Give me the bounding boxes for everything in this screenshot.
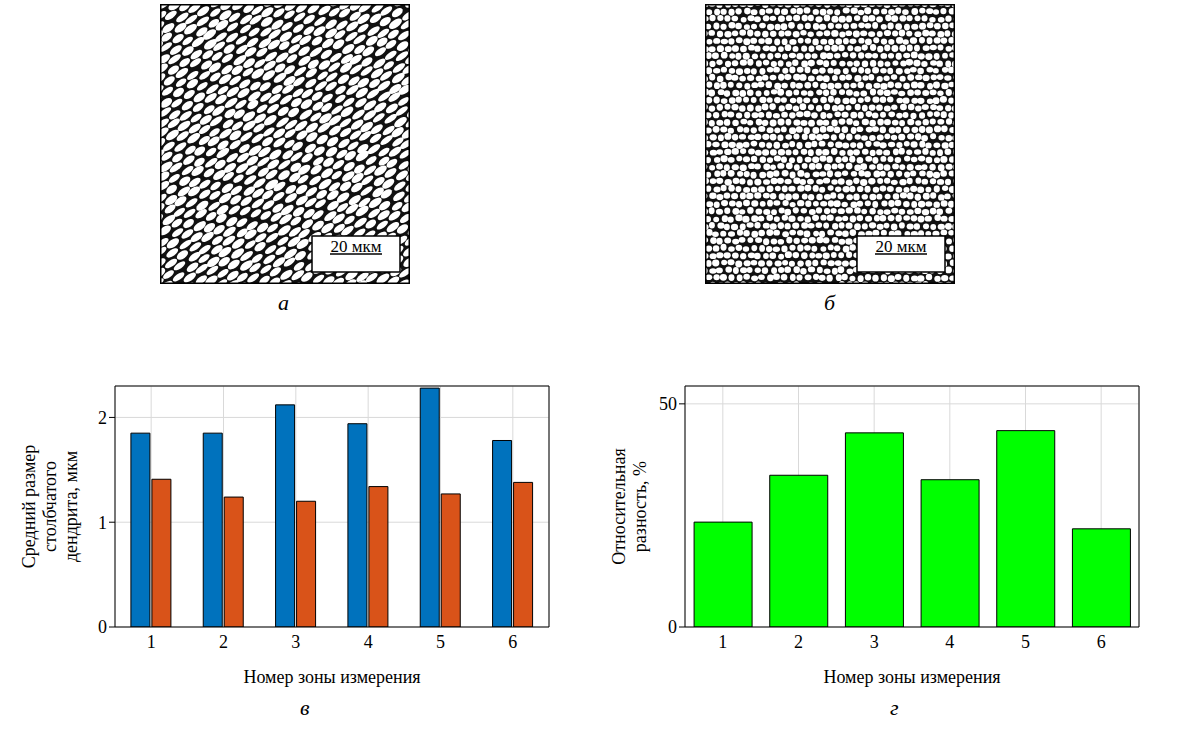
svg-text:2: 2 [219, 632, 228, 652]
svg-text:3: 3 [291, 632, 300, 652]
svg-text:2: 2 [98, 408, 107, 428]
svg-text:0: 0 [668, 617, 677, 637]
html-text:а: а [278, 290, 289, 315]
html-text:в: в [300, 695, 310, 720]
svg-text:1: 1 [147, 632, 156, 652]
svg-text:Номер зоны измерения: Номер зоны измерения [243, 667, 420, 687]
svg-text:5: 5 [1021, 632, 1030, 652]
svg-text:Средний размер: Средний размер [19, 445, 39, 569]
svg-text:3: 3 [870, 632, 879, 652]
svg-text:разность, %: разность, % [630, 461, 650, 552]
svg-text:20 мкм: 20 мкм [875, 237, 926, 256]
svg-text:4: 4 [364, 632, 373, 652]
svg-text:20 мкм: 20 мкм [330, 237, 381, 256]
svg-text:2: 2 [794, 632, 803, 652]
svg-text:Номер зоны измерения: Номер зоны измерения [823, 667, 1000, 687]
svg-text:4: 4 [945, 632, 954, 652]
svg-text:1: 1 [718, 632, 727, 652]
html-text:г: г [890, 695, 899, 720]
svg-text:6: 6 [508, 632, 517, 652]
svg-text:Относительная: Относительная [609, 448, 629, 565]
svg-text:0: 0 [98, 617, 107, 637]
svg-text:50: 50 [659, 394, 677, 414]
svg-text:6: 6 [1097, 632, 1106, 652]
html-text:б: б [824, 290, 836, 315]
svg-text:столбчатого: столбчатого [40, 461, 60, 552]
svg-text:5: 5 [436, 632, 445, 652]
svg-text:дендрита, мкм: дендрита, мкм [61, 451, 81, 562]
svg-text:1: 1 [98, 513, 107, 533]
